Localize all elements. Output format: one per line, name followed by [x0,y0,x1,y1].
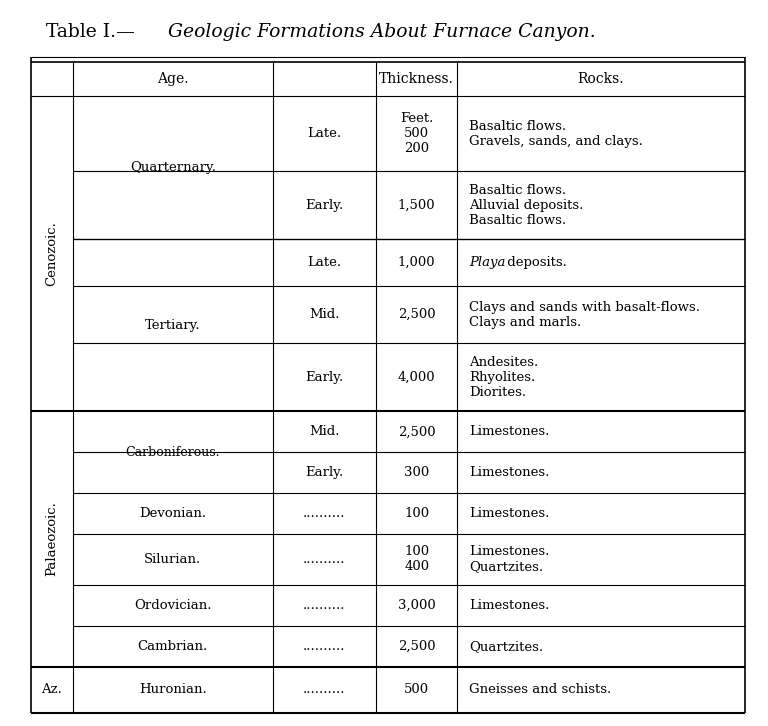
Text: Huronian.: Huronian. [139,683,207,696]
Text: 4,000: 4,000 [398,371,435,384]
Text: Ordovician.: Ordovician. [134,599,211,612]
Text: Early.: Early. [306,466,343,479]
Text: Basaltic flows.
Gravels, sands, and clays.: Basaltic flows. Gravels, sands, and clay… [469,120,643,147]
Text: Andesites.
Rhyolites.
Diorites.: Andesites. Rhyolites. Diorites. [469,356,538,399]
Text: Geologic Formations About Furnace Canyon.: Geologic Formations About Furnace Canyon… [167,23,595,41]
Text: 2,500: 2,500 [398,640,435,653]
Text: ..........: .......... [303,683,346,696]
Text: Clays and sands with basalt-flows.
Clays and marls.: Clays and sands with basalt-flows. Clays… [469,301,700,329]
Text: Palaeozoic.: Palaeozoic. [45,502,58,576]
Text: Quarternary.: Quarternary. [130,161,216,174]
Text: Quartzites.: Quartzites. [469,640,544,653]
Text: 100
400: 100 400 [404,545,429,574]
Text: Devonian.: Devonian. [139,507,207,520]
Text: Limestones.: Limestones. [469,599,550,612]
Text: Rocks.: Rocks. [578,72,624,86]
Text: Early.: Early. [306,371,343,384]
Text: deposits.: deposits. [503,256,567,269]
Text: Thickness.: Thickness. [379,72,454,86]
Text: 100: 100 [404,507,429,520]
Text: Playa: Playa [469,256,505,269]
Text: ..........: .......... [303,507,346,520]
Text: ..........: .......... [303,553,346,566]
Text: 2,500: 2,500 [398,308,435,321]
Text: 2,500: 2,500 [398,425,435,439]
Text: Age.: Age. [157,72,189,86]
Text: 3,000: 3,000 [398,599,435,612]
Text: Limestones.: Limestones. [469,425,550,439]
Text: Limestones.
Quartzites.: Limestones. Quartzites. [469,545,550,574]
Text: 500: 500 [404,683,429,696]
Text: 1,500: 1,500 [398,199,435,212]
Text: ..........: .......... [303,640,346,653]
Text: Gneisses and schists.: Gneisses and schists. [469,683,611,696]
Text: Tertiary.: Tertiary. [145,319,200,332]
Text: Cenozoic.: Cenozoic. [45,221,58,286]
Text: Feet.
500
200: Feet. 500 200 [400,112,433,155]
Text: ..........: .......... [303,599,346,612]
Text: Basaltic flows.
Alluvial deposits.
Basaltic flows.: Basaltic flows. Alluvial deposits. Basal… [469,184,584,227]
Text: Silurian.: Silurian. [144,553,201,566]
Text: 300: 300 [404,466,429,479]
Text: Az.: Az. [41,683,62,696]
Text: Late.: Late. [307,256,342,269]
Text: 1,000: 1,000 [398,256,435,269]
Text: Early.: Early. [306,199,343,212]
Text: Limestones.: Limestones. [469,507,550,520]
Text: Late.: Late. [307,127,342,140]
Text: Table I.—: Table I.— [46,23,135,41]
Text: Limestones.: Limestones. [469,466,550,479]
Text: Mid.: Mid. [310,308,339,321]
Text: Carboniferous.: Carboniferous. [125,446,220,459]
Text: Cambrian.: Cambrian. [137,640,208,653]
Text: Mid.: Mid. [310,425,339,439]
